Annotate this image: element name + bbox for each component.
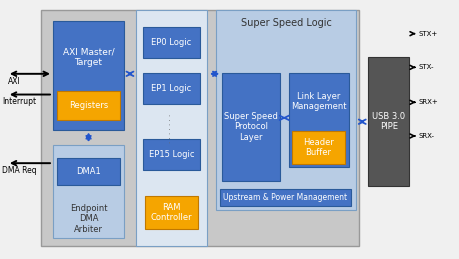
Text: EP15 Logic: EP15 Logic <box>148 150 194 159</box>
Text: STX-: STX- <box>418 64 433 70</box>
FancyBboxPatch shape <box>216 10 356 210</box>
Text: Link Layer
Management: Link Layer Management <box>291 92 346 111</box>
Text: EP1 Logic: EP1 Logic <box>151 84 191 92</box>
FancyBboxPatch shape <box>288 73 348 167</box>
Text: DMA Req: DMA Req <box>2 166 37 175</box>
Text: STX+: STX+ <box>418 31 437 37</box>
FancyBboxPatch shape <box>142 73 200 104</box>
FancyBboxPatch shape <box>53 21 124 130</box>
FancyBboxPatch shape <box>142 27 200 58</box>
Text: Registers: Registers <box>69 101 108 110</box>
FancyBboxPatch shape <box>57 158 119 185</box>
FancyBboxPatch shape <box>145 196 197 229</box>
Text: Endpoint
DMA
Arbiter: Endpoint DMA Arbiter <box>70 204 107 234</box>
Text: RAM
Controller: RAM Controller <box>150 203 192 222</box>
Text: EP0 Logic: EP0 Logic <box>151 38 191 47</box>
FancyBboxPatch shape <box>222 73 279 181</box>
FancyBboxPatch shape <box>135 10 207 246</box>
FancyBboxPatch shape <box>219 189 350 206</box>
Text: Super Speed Logic: Super Speed Logic <box>241 18 331 28</box>
FancyBboxPatch shape <box>291 131 344 164</box>
FancyBboxPatch shape <box>142 139 200 170</box>
Text: Super Speed
Protocol
Layer: Super Speed Protocol Layer <box>224 112 277 142</box>
FancyBboxPatch shape <box>53 145 124 238</box>
Text: Interrupt: Interrupt <box>2 97 36 106</box>
Text: AXI Master/
Target: AXI Master/ Target <box>62 47 114 67</box>
FancyBboxPatch shape <box>57 91 119 120</box>
FancyBboxPatch shape <box>41 10 358 246</box>
Text: · · · · · · ·: · · · · · · · <box>168 114 174 143</box>
Text: Header
Buffer: Header Buffer <box>302 138 333 157</box>
Text: AXI: AXI <box>8 77 21 86</box>
Text: Upstream & Power Management: Upstream & Power Management <box>223 193 347 202</box>
Text: USB 3.0
PIPE: USB 3.0 PIPE <box>371 112 404 131</box>
Text: DMA1: DMA1 <box>76 167 101 176</box>
FancyBboxPatch shape <box>367 57 409 186</box>
Text: SRX-: SRX- <box>418 133 434 139</box>
Text: SRX+: SRX+ <box>418 99 437 105</box>
